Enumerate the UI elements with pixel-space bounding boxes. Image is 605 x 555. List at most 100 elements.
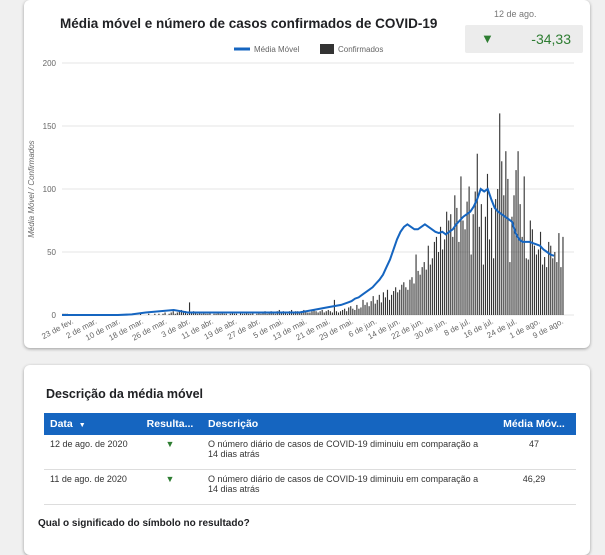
bar — [337, 312, 340, 315]
bar — [256, 313, 258, 315]
bar — [248, 313, 250, 315]
bar — [335, 311, 338, 315]
bar — [199, 312, 201, 315]
help-question[interactable]: Qual o significado do símbolo no resulta… — [38, 518, 250, 529]
bar — [546, 267, 548, 315]
header-mean[interactable]: Média Móv... — [503, 418, 565, 430]
bar — [486, 173, 489, 315]
bar — [507, 178, 509, 315]
bar — [260, 313, 262, 315]
bar — [164, 312, 166, 315]
bar — [360, 307, 362, 315]
bar — [229, 313, 231, 315]
bar — [213, 313, 215, 315]
bar — [317, 312, 319, 315]
bar — [525, 258, 527, 315]
bar — [246, 312, 248, 315]
bar — [419, 274, 421, 315]
bar — [250, 313, 252, 315]
bar — [178, 311, 180, 315]
bar — [397, 292, 399, 315]
bar — [509, 262, 511, 315]
bar — [223, 313, 225, 315]
bar — [433, 241, 435, 315]
bar — [225, 313, 227, 315]
bar — [456, 207, 458, 315]
bar — [446, 211, 448, 315]
bar — [362, 299, 364, 315]
bar — [154, 313, 156, 315]
header-description[interactable]: Descrição — [208, 418, 259, 430]
table-row: 12 de ago. de 2020 ▼ O número diário de … — [44, 435, 576, 470]
bar — [409, 279, 411, 315]
bar — [562, 236, 564, 315]
bar — [258, 312, 260, 315]
bar — [437, 252, 440, 315]
header-date[interactable]: Data ▼ — [44, 413, 138, 435]
bar — [515, 170, 517, 315]
bar — [162, 313, 164, 315]
bar — [501, 161, 503, 315]
row-date: 11 de ago. de 2020 — [44, 469, 138, 505]
bar — [413, 283, 415, 315]
bar — [388, 299, 391, 315]
bar — [415, 254, 417, 315]
bar — [168, 313, 170, 315]
bar — [464, 229, 466, 315]
bar — [452, 236, 454, 315]
bar — [262, 312, 264, 315]
bar — [482, 264, 484, 315]
bar — [358, 308, 360, 315]
bar — [348, 307, 350, 315]
bar — [480, 204, 482, 315]
y-tick-label: 100 — [43, 185, 57, 194]
bar — [325, 311, 327, 315]
header-result[interactable]: Resulta... — [146, 418, 194, 430]
y-tick-label: 150 — [43, 122, 57, 131]
bar — [476, 153, 478, 315]
bar — [505, 151, 507, 315]
bar — [327, 309, 329, 315]
bar — [523, 176, 525, 315]
bar — [503, 195, 505, 315]
chart-card: Média móvel e número de casos confirmado… — [24, 0, 590, 348]
legend-label-bars: Confirmados — [338, 45, 383, 54]
bar — [197, 313, 199, 315]
bar — [531, 229, 533, 315]
bar — [311, 311, 313, 315]
bar — [321, 309, 323, 315]
bar — [529, 220, 531, 315]
bar — [323, 312, 325, 315]
sort-desc-icon[interactable]: ▼ — [78, 422, 86, 429]
bar — [235, 313, 238, 315]
bar — [274, 313, 276, 315]
moving-average-line — [62, 187, 555, 316]
bar — [350, 306, 352, 315]
bar — [550, 245, 552, 315]
bar — [272, 312, 274, 315]
bar — [497, 189, 499, 315]
bar — [305, 311, 307, 315]
bar — [558, 233, 560, 315]
bar — [472, 214, 474, 315]
bar — [148, 313, 150, 315]
bar — [221, 312, 223, 315]
bar — [158, 313, 160, 315]
bar — [560, 267, 562, 315]
bar — [460, 176, 462, 315]
bar — [542, 264, 544, 315]
bar — [429, 264, 431, 315]
kpi-scorecard: ▼ -34,33 — [465, 25, 583, 53]
bar — [462, 220, 464, 315]
bar — [399, 289, 401, 315]
kpi-date: 12 de ago. — [494, 9, 537, 19]
bar — [201, 313, 203, 315]
down-triangle-icon: ▼ — [165, 439, 175, 449]
down-triangle-icon: ▼ — [165, 474, 175, 484]
bar — [450, 214, 452, 315]
bar — [195, 312, 197, 315]
legend-bar-swatch — [320, 44, 334, 54]
bar — [172, 311, 174, 315]
bar — [527, 259, 529, 315]
bar — [244, 313, 246, 315]
